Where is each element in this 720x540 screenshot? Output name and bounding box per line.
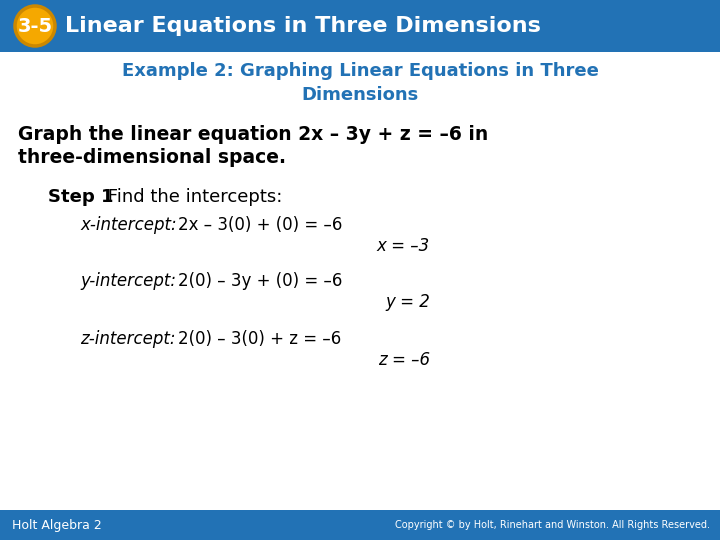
Text: Copyright © by Holt, Rinehart and Winston. All Rights Reserved.: Copyright © by Holt, Rinehart and Winsto… [395, 520, 710, 530]
Text: Step 1: Step 1 [48, 188, 114, 206]
Text: Find the intercepts:: Find the intercepts: [102, 188, 282, 206]
Text: three-dimensional space.: three-dimensional space. [18, 148, 286, 167]
Text: y-intercept:: y-intercept: [80, 272, 176, 290]
Text: y = 2: y = 2 [385, 293, 430, 311]
Text: Holt Algebra 2: Holt Algebra 2 [12, 518, 102, 531]
Text: Example 2: Graphing Linear Equations in Three
Dimensions: Example 2: Graphing Linear Equations in … [122, 62, 598, 104]
Text: 3-5: 3-5 [17, 17, 53, 36]
FancyBboxPatch shape [0, 0, 720, 52]
Text: Graph the linear equation 2x – 3y + z = –6 in: Graph the linear equation 2x – 3y + z = … [18, 125, 488, 144]
Text: 2(0) – 3y + (0) = –6: 2(0) – 3y + (0) = –6 [178, 272, 343, 290]
FancyBboxPatch shape [0, 510, 720, 540]
Circle shape [15, 6, 55, 46]
Text: x = –3: x = –3 [377, 237, 430, 255]
Text: x-intercept:: x-intercept: [80, 216, 176, 234]
Text: z-intercept:: z-intercept: [80, 330, 176, 348]
Text: 2(0) – 3(0) + z = –6: 2(0) – 3(0) + z = –6 [178, 330, 341, 348]
Text: Linear Equations in Three Dimensions: Linear Equations in Three Dimensions [65, 16, 541, 36]
Text: 2x – 3(0) + (0) = –6: 2x – 3(0) + (0) = –6 [178, 216, 343, 234]
FancyBboxPatch shape [0, 52, 720, 510]
Text: z = –6: z = –6 [378, 351, 430, 369]
